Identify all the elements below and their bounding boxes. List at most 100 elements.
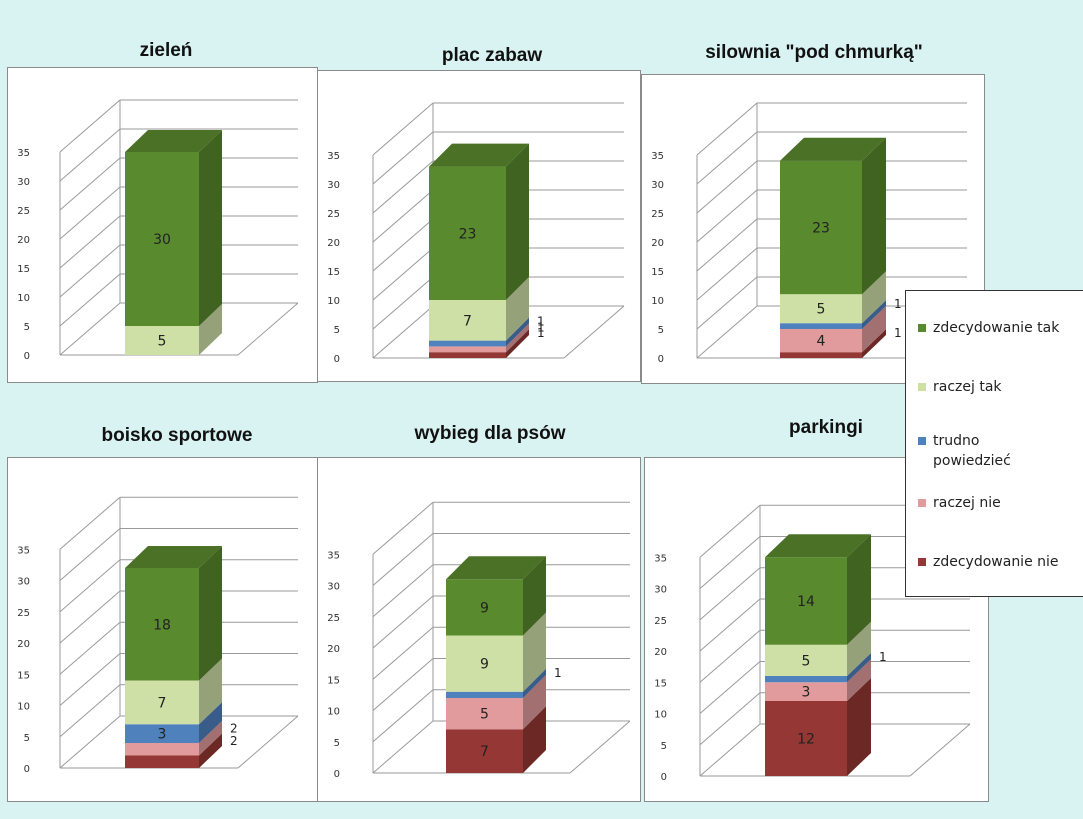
y-tick-label: 10: [17, 293, 30, 304]
grid-slant: [59, 186, 121, 240]
legend-label-raczej-nie: raczej nie: [933, 495, 1001, 511]
bar-side-zdecydowanie-nie: [506, 329, 529, 358]
y-tick-label: 20: [17, 235, 30, 246]
grid-slant: [696, 102, 758, 156]
bar-side-zdecydowanie-tak: [847, 534, 871, 645]
y-tick-label: 0: [334, 769, 340, 780]
bar-side-trudno-powiedziec: [523, 668, 546, 698]
data-label-raczej-tak: 5: [802, 653, 811, 669]
grid-slant: [372, 501, 434, 555]
legend-item-zdecydowanie-tak: zdecydowanie tak: [918, 318, 1083, 338]
bar-segment-zdecydowanie-nie: [125, 755, 199, 768]
data-label-zdecydowanie-nie: 12: [797, 732, 815, 748]
grid-slant: [59, 302, 121, 356]
bar-side-trudno-powiedziec: [847, 653, 871, 683]
bar-segment-raczej-nie: [780, 329, 862, 353]
data-label-zdecydowanie-nie: 1: [537, 326, 545, 340]
grid-slant: [372, 564, 434, 618]
bar-segment-raczej-tak: [125, 680, 199, 725]
grid-slant: [699, 661, 761, 714]
y-tick-label: 5: [24, 733, 30, 744]
data-label-zdecydowanie-nie: 7: [480, 744, 489, 760]
grid-slant: [59, 128, 121, 182]
bar-side-raczej-nie: [199, 721, 222, 756]
y-tick-label: 20: [651, 238, 664, 249]
y-tick-label: 10: [651, 296, 664, 307]
y-tick-label: 5: [24, 322, 30, 333]
bar-side-raczej-tak: [506, 277, 529, 341]
bar-side-zdecydowanie-nie: [523, 706, 546, 773]
grid-slant: [372, 218, 434, 272]
y-tick-label: 35: [654, 553, 667, 564]
bar-top-zdecydowanie-tak: [125, 130, 222, 152]
bar-side-raczej-tak: [862, 271, 886, 324]
floor-right: [569, 720, 631, 774]
y-tick-label: 5: [661, 741, 667, 752]
y-tick-label: 10: [17, 702, 30, 713]
y-tick-label: 30: [327, 180, 340, 191]
data-label-trudno-powiedziec: 1: [894, 297, 902, 311]
y-tick-label: 15: [654, 678, 667, 689]
grid-slant: [696, 276, 758, 330]
bar-segment-trudno-powiedziec: [446, 691, 523, 698]
chart-boisko-labels: 22 3 7 18: [153, 617, 238, 748]
legend-item-raczej-nie: raczej nie: [918, 493, 1083, 513]
legend-item-zdecydowanie-nie: zdecydowanie nie: [918, 552, 1083, 572]
grid-slant: [699, 598, 761, 652]
bar-segment-raczej-tak: [780, 294, 862, 324]
chart-title-wybieg: wybieg dla psów: [414, 423, 566, 444]
chart-panel-zielen: 0 5 10 15 20 25 30 35 5 30: [7, 67, 318, 383]
chart-zielen-plot: 0 5 10 15 20 25 30 35: [17, 99, 299, 362]
grid-slant: [699, 692, 761, 746]
data-label-raczej-tak: 9: [480, 657, 489, 673]
data-label-raczej-tak: 5: [817, 302, 826, 318]
chart-parkingi-labels: 12 3 1 5 14: [797, 594, 887, 748]
y-tick-label: 25: [17, 608, 30, 619]
grid-slant: [372, 160, 434, 214]
y-tick-label: 20: [327, 238, 340, 249]
data-label-zdecydowanie-nie: 1: [894, 326, 902, 340]
grid-slant: [372, 626, 434, 680]
grid-slant: [59, 590, 121, 644]
y-tick-label: 35: [327, 151, 340, 162]
chart-svg-zielen: 0 5 10 15 20 25 30 35 5 30: [17, 99, 299, 362]
chart-silownia-labels: 1 4 1 5 23: [812, 221, 902, 350]
data-label-raczej-nie: 4: [817, 334, 826, 350]
data-label-raczej-nie: 2: [230, 721, 238, 735]
data-label-zdecydowanie-tak: 30: [153, 232, 171, 248]
y-tick-label: 15: [17, 670, 30, 681]
grid-slant: [59, 684, 121, 738]
bar-segment-raczej-tak: [429, 300, 506, 341]
bar-side-zdecydowanie-nie: [847, 678, 871, 776]
bar-segment-raczej-nie: [125, 743, 199, 756]
grid-slant: [372, 595, 434, 649]
bar-segment-zdecydowanie-tak: [125, 152, 199, 326]
grid-slant: [59, 496, 121, 550]
y-tick-label: 25: [654, 616, 667, 627]
floor-right: [237, 715, 299, 769]
grid-slant: [372, 102, 434, 156]
bar-segment-trudno-powiedziec: [429, 340, 506, 347]
y-tick-label: 20: [327, 644, 340, 655]
bar-side-raczej-tak: [199, 658, 222, 725]
legend-label-zdecydowanie-tak: zdecydowanie tak: [933, 320, 1060, 336]
chart-zielen-labels: 5 30: [153, 232, 171, 350]
y-tick-label: 25: [17, 206, 30, 217]
data-label-raczej-tak: 7: [463, 313, 472, 329]
y-tick-label: 30: [327, 582, 340, 593]
legend-swatch-zdecydowanie-tak: [918, 324, 926, 332]
bar-segment-raczej-tak: [125, 326, 199, 355]
legend-label-trudno-powiedziec: trudno powiedzieć: [933, 433, 1011, 469]
chart-panel-wybieg: 0 5 10 15 20 25 30 35 7 5 1 9 9: [317, 457, 641, 802]
bar-segment-raczej-nie: [429, 346, 506, 353]
chart-title-silownia: silownia "pod chmurką": [705, 42, 923, 63]
bar-top-zdecydowanie-tak: [446, 556, 546, 580]
chart-svg-boisko: 0 5 10 15 20 25 30 35 22 3 7 18: [17, 496, 299, 775]
y-tick-label: 15: [17, 264, 30, 275]
y-tick-label: 30: [17, 577, 30, 588]
chart-title-parkingi: parkingi: [789, 417, 863, 438]
grid-slant: [59, 157, 121, 211]
chart-title-zielen: zieleń: [139, 40, 193, 61]
legend-item-raczej-tak: raczej tak: [918, 377, 1083, 397]
